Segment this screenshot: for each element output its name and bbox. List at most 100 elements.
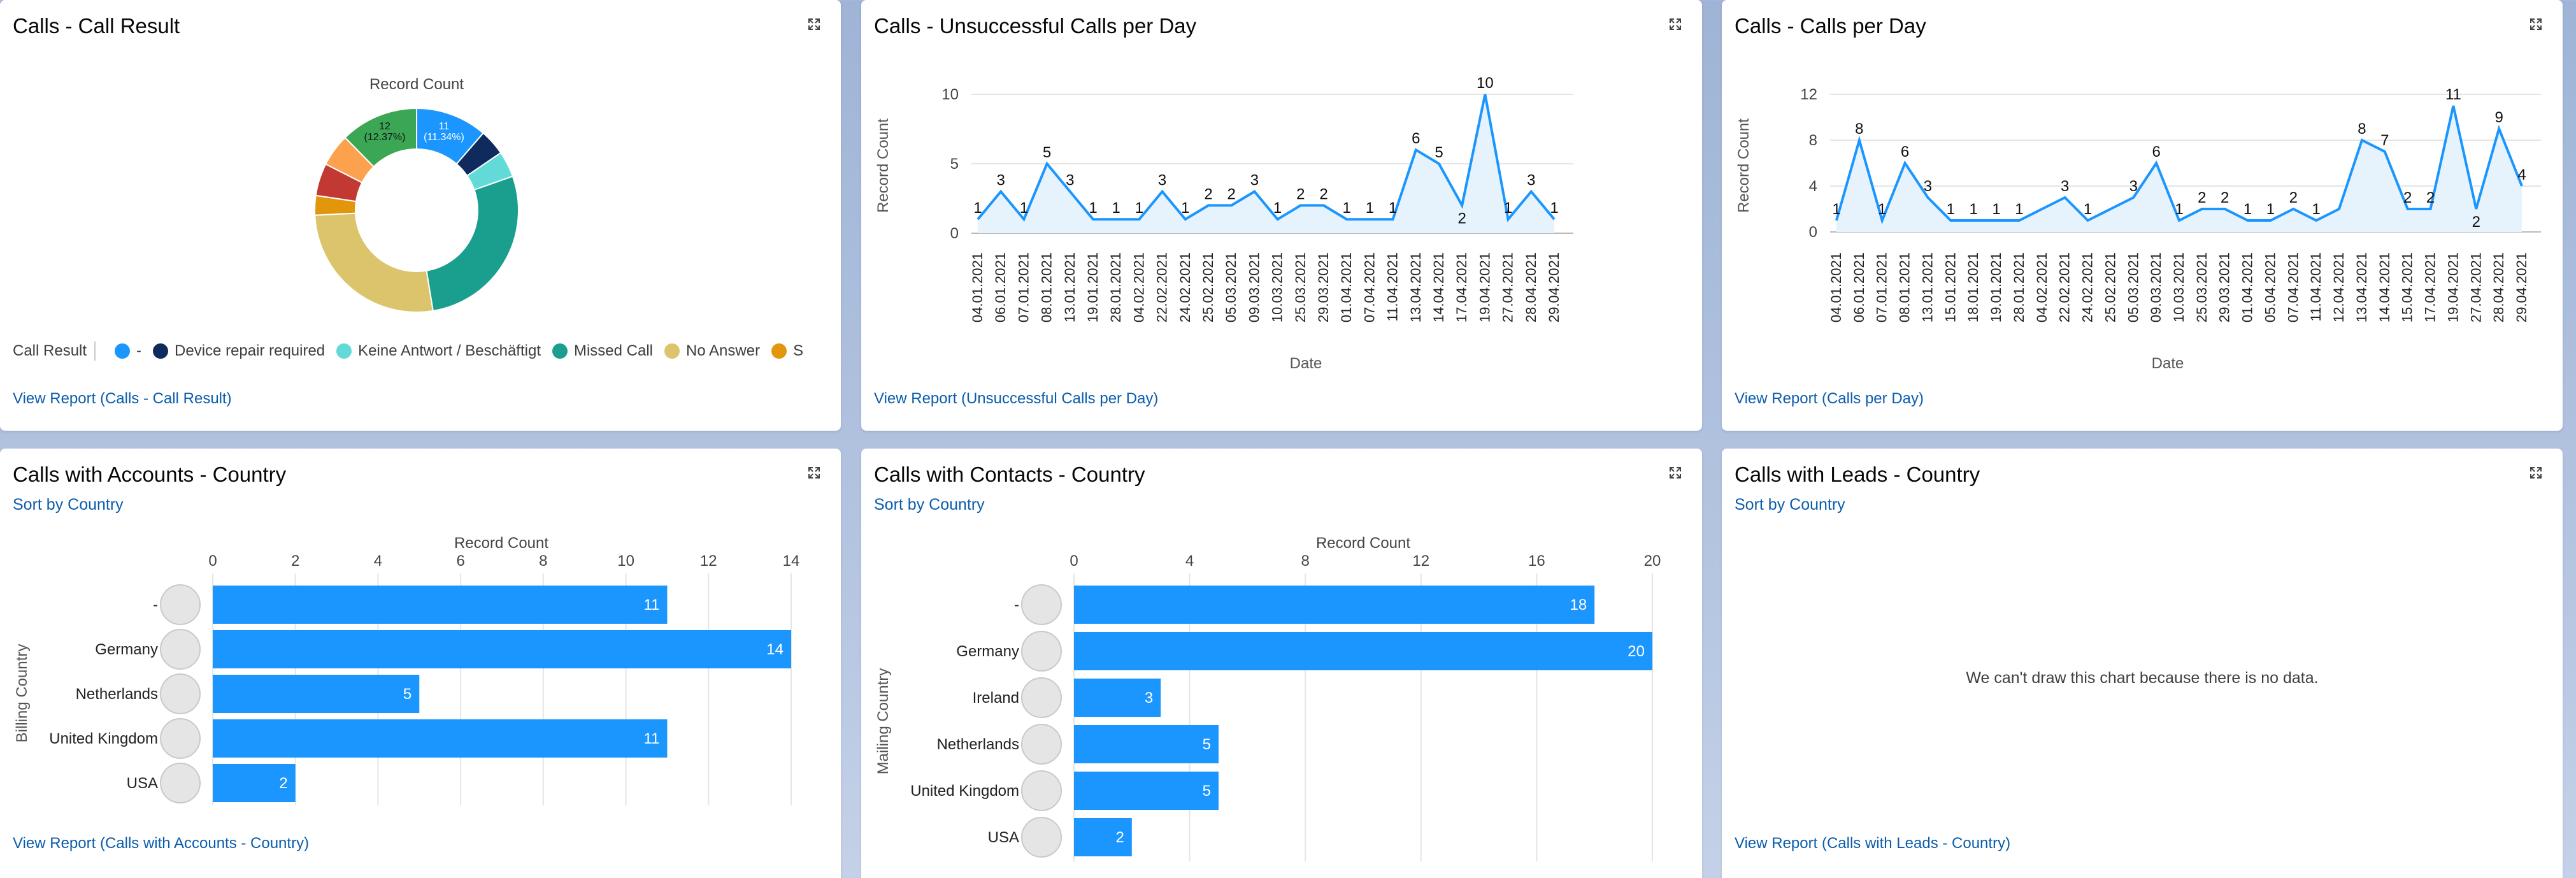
category-label: Germany bbox=[956, 643, 1019, 660]
expand-icon[interactable] bbox=[1668, 465, 1683, 480]
data-label: 3 bbox=[2061, 178, 2069, 195]
legend-dot bbox=[153, 343, 169, 359]
legend-dot bbox=[336, 343, 352, 359]
data-label: 8 bbox=[1855, 120, 1863, 138]
slice-label-pct: (11.34%) bbox=[424, 132, 464, 143]
data-label: 3 bbox=[2129, 178, 2138, 195]
x-tick-label: 25.02.2021 bbox=[1200, 252, 1216, 322]
x-tick-label: 07.04.2021 bbox=[2285, 252, 2301, 322]
data-label: 8 bbox=[2358, 120, 2366, 138]
bar[interactable] bbox=[213, 675, 420, 713]
x-tick-label: 4 bbox=[1185, 552, 1194, 570]
bar[interactable] bbox=[213, 630, 791, 668]
bar[interactable] bbox=[213, 719, 668, 758]
y-tick-label: 0 bbox=[950, 225, 959, 242]
sort-link[interactable]: Sort by Country bbox=[1735, 496, 1845, 514]
avatar-placeholder bbox=[160, 629, 201, 670]
card-title: Calls with Contacts - Country bbox=[874, 463, 1145, 486]
legend-item[interactable]: Missed Call bbox=[541, 342, 653, 360]
data-label: 5 bbox=[1435, 144, 1443, 161]
card-contacts-country: Calls with Contacts - Country Sort by Co… bbox=[861, 449, 1702, 878]
legend-label: Keine Antwort / Beschäftigt bbox=[358, 342, 541, 359]
legend-item[interactable]: - bbox=[103, 342, 141, 360]
donut-slice[interactable] bbox=[344, 107, 417, 168]
legend-label: S bbox=[793, 342, 804, 359]
bar-value-label: 2 bbox=[1115, 829, 1124, 846]
data-label: 1 bbox=[1992, 201, 2000, 218]
sort-link[interactable]: Sort by Country bbox=[874, 496, 985, 514]
view-report-link[interactable]: View Report (Calls per Day) bbox=[1735, 390, 1924, 407]
x-tick-label: 29.04.2021 bbox=[2514, 252, 2529, 322]
legend-item[interactable]: Keine Antwort / Beschäftigt bbox=[325, 342, 541, 360]
bar[interactable] bbox=[1074, 586, 1595, 624]
x-tick-label: 28.01.2021 bbox=[1108, 252, 1124, 322]
x-tick-label: 01.04.2021 bbox=[2240, 252, 2256, 322]
legend-item[interactable]: S bbox=[760, 342, 803, 360]
donut-slice[interactable] bbox=[314, 212, 434, 313]
bar[interactable] bbox=[1074, 772, 1219, 810]
expand-icon[interactable] bbox=[806, 465, 822, 480]
x-tick-label: 04.01.2021 bbox=[1828, 252, 1844, 322]
view-report-link[interactable]: View Report (Calls with Leads - Country) bbox=[1735, 835, 2011, 852]
data-label: 2 bbox=[2472, 213, 2480, 231]
bar[interactable] bbox=[213, 764, 296, 802]
x-tick-label: 24.02.2021 bbox=[1177, 252, 1193, 322]
view-report-link[interactable]: View Report (Unsuccessful Calls per Day) bbox=[874, 390, 1159, 407]
x-tick-label: 4 bbox=[374, 552, 382, 570]
x-tick-label: 19.01.2021 bbox=[1085, 252, 1101, 322]
data-label: 7 bbox=[2380, 132, 2389, 149]
x-tick-label: 05.04.2021 bbox=[2262, 252, 2278, 322]
donut-slice[interactable] bbox=[426, 175, 519, 312]
x-tick-label: 22.02.2021 bbox=[1154, 252, 1170, 322]
category-label: Germany bbox=[95, 641, 158, 658]
x-tick-label: 07.01.2021 bbox=[1874, 252, 1890, 322]
donut-chart: Record Count 11 (11.34%) 12 (12.37%) bbox=[314, 76, 519, 313]
data-label: 1 bbox=[1389, 199, 1397, 217]
avatar-placeholder bbox=[1021, 584, 1062, 625]
data-label: 2 bbox=[1296, 185, 1305, 203]
bar[interactable] bbox=[213, 586, 668, 624]
card-title: Calls with Accounts - Country bbox=[13, 463, 287, 486]
x-tick-label: 24.02.2021 bbox=[2080, 252, 2096, 322]
bar-value-label: 14 bbox=[766, 641, 784, 658]
legend-dot bbox=[115, 343, 131, 359]
data-label: 1 bbox=[1112, 199, 1120, 217]
card-title: Calls - Call Result bbox=[13, 14, 180, 38]
bar[interactable] bbox=[1074, 725, 1219, 763]
x-tick-label: 29.03.2021 bbox=[2217, 252, 2233, 322]
data-label: 1 bbox=[2084, 201, 2092, 218]
x-tick-label: 10.03.2021 bbox=[2171, 252, 2187, 322]
chart-title: Record Count bbox=[454, 535, 548, 552]
data-label: 1 bbox=[1089, 199, 1097, 217]
y-axis-title: Billing Country bbox=[13, 644, 31, 743]
legend-title: Call Result bbox=[13, 342, 87, 359]
area-fill bbox=[978, 94, 1554, 233]
avatar-placeholder bbox=[1021, 817, 1062, 858]
data-label: 2 bbox=[1204, 185, 1212, 203]
category-label: Ireland bbox=[973, 689, 1019, 707]
x-tick-label: 13.04.2021 bbox=[1408, 252, 1424, 322]
x-tick-label: 09.03.2021 bbox=[2148, 252, 2164, 322]
x-tick-label: 04.01.2021 bbox=[970, 252, 985, 322]
series-line bbox=[977, 94, 1556, 222]
bar[interactable] bbox=[1074, 818, 1132, 856]
card-unsuccessful-calls: Calls - Unsuccessful Calls per Day Recor… bbox=[861, 0, 1702, 431]
expand-icon[interactable] bbox=[806, 17, 822, 32]
slice-label-value: 12 bbox=[379, 121, 390, 132]
data-label: 1 bbox=[1878, 201, 1886, 218]
sort-link[interactable]: Sort by Country bbox=[13, 496, 124, 514]
view-report-link[interactable]: View Report (Calls - Call Result) bbox=[13, 390, 232, 407]
data-label: 1 bbox=[1343, 199, 1351, 217]
data-label: 3 bbox=[1250, 172, 1259, 189]
expand-icon[interactable] bbox=[1668, 17, 1683, 32]
bar[interactable] bbox=[1074, 679, 1161, 717]
legend-item[interactable]: No Answer bbox=[653, 342, 760, 360]
legend-item[interactable]: Device repair required bbox=[141, 342, 325, 360]
bar[interactable] bbox=[1074, 632, 1652, 670]
view-report-link[interactable]: View Report (Calls with Accounts - Count… bbox=[13, 835, 310, 852]
expand-icon[interactable] bbox=[2528, 17, 2544, 32]
x-tick-label: 13.04.2021 bbox=[2354, 252, 2370, 322]
expand-icon[interactable] bbox=[2528, 465, 2544, 480]
data-label: 1 bbox=[2243, 201, 2252, 218]
data-label: 6 bbox=[1412, 130, 1420, 147]
